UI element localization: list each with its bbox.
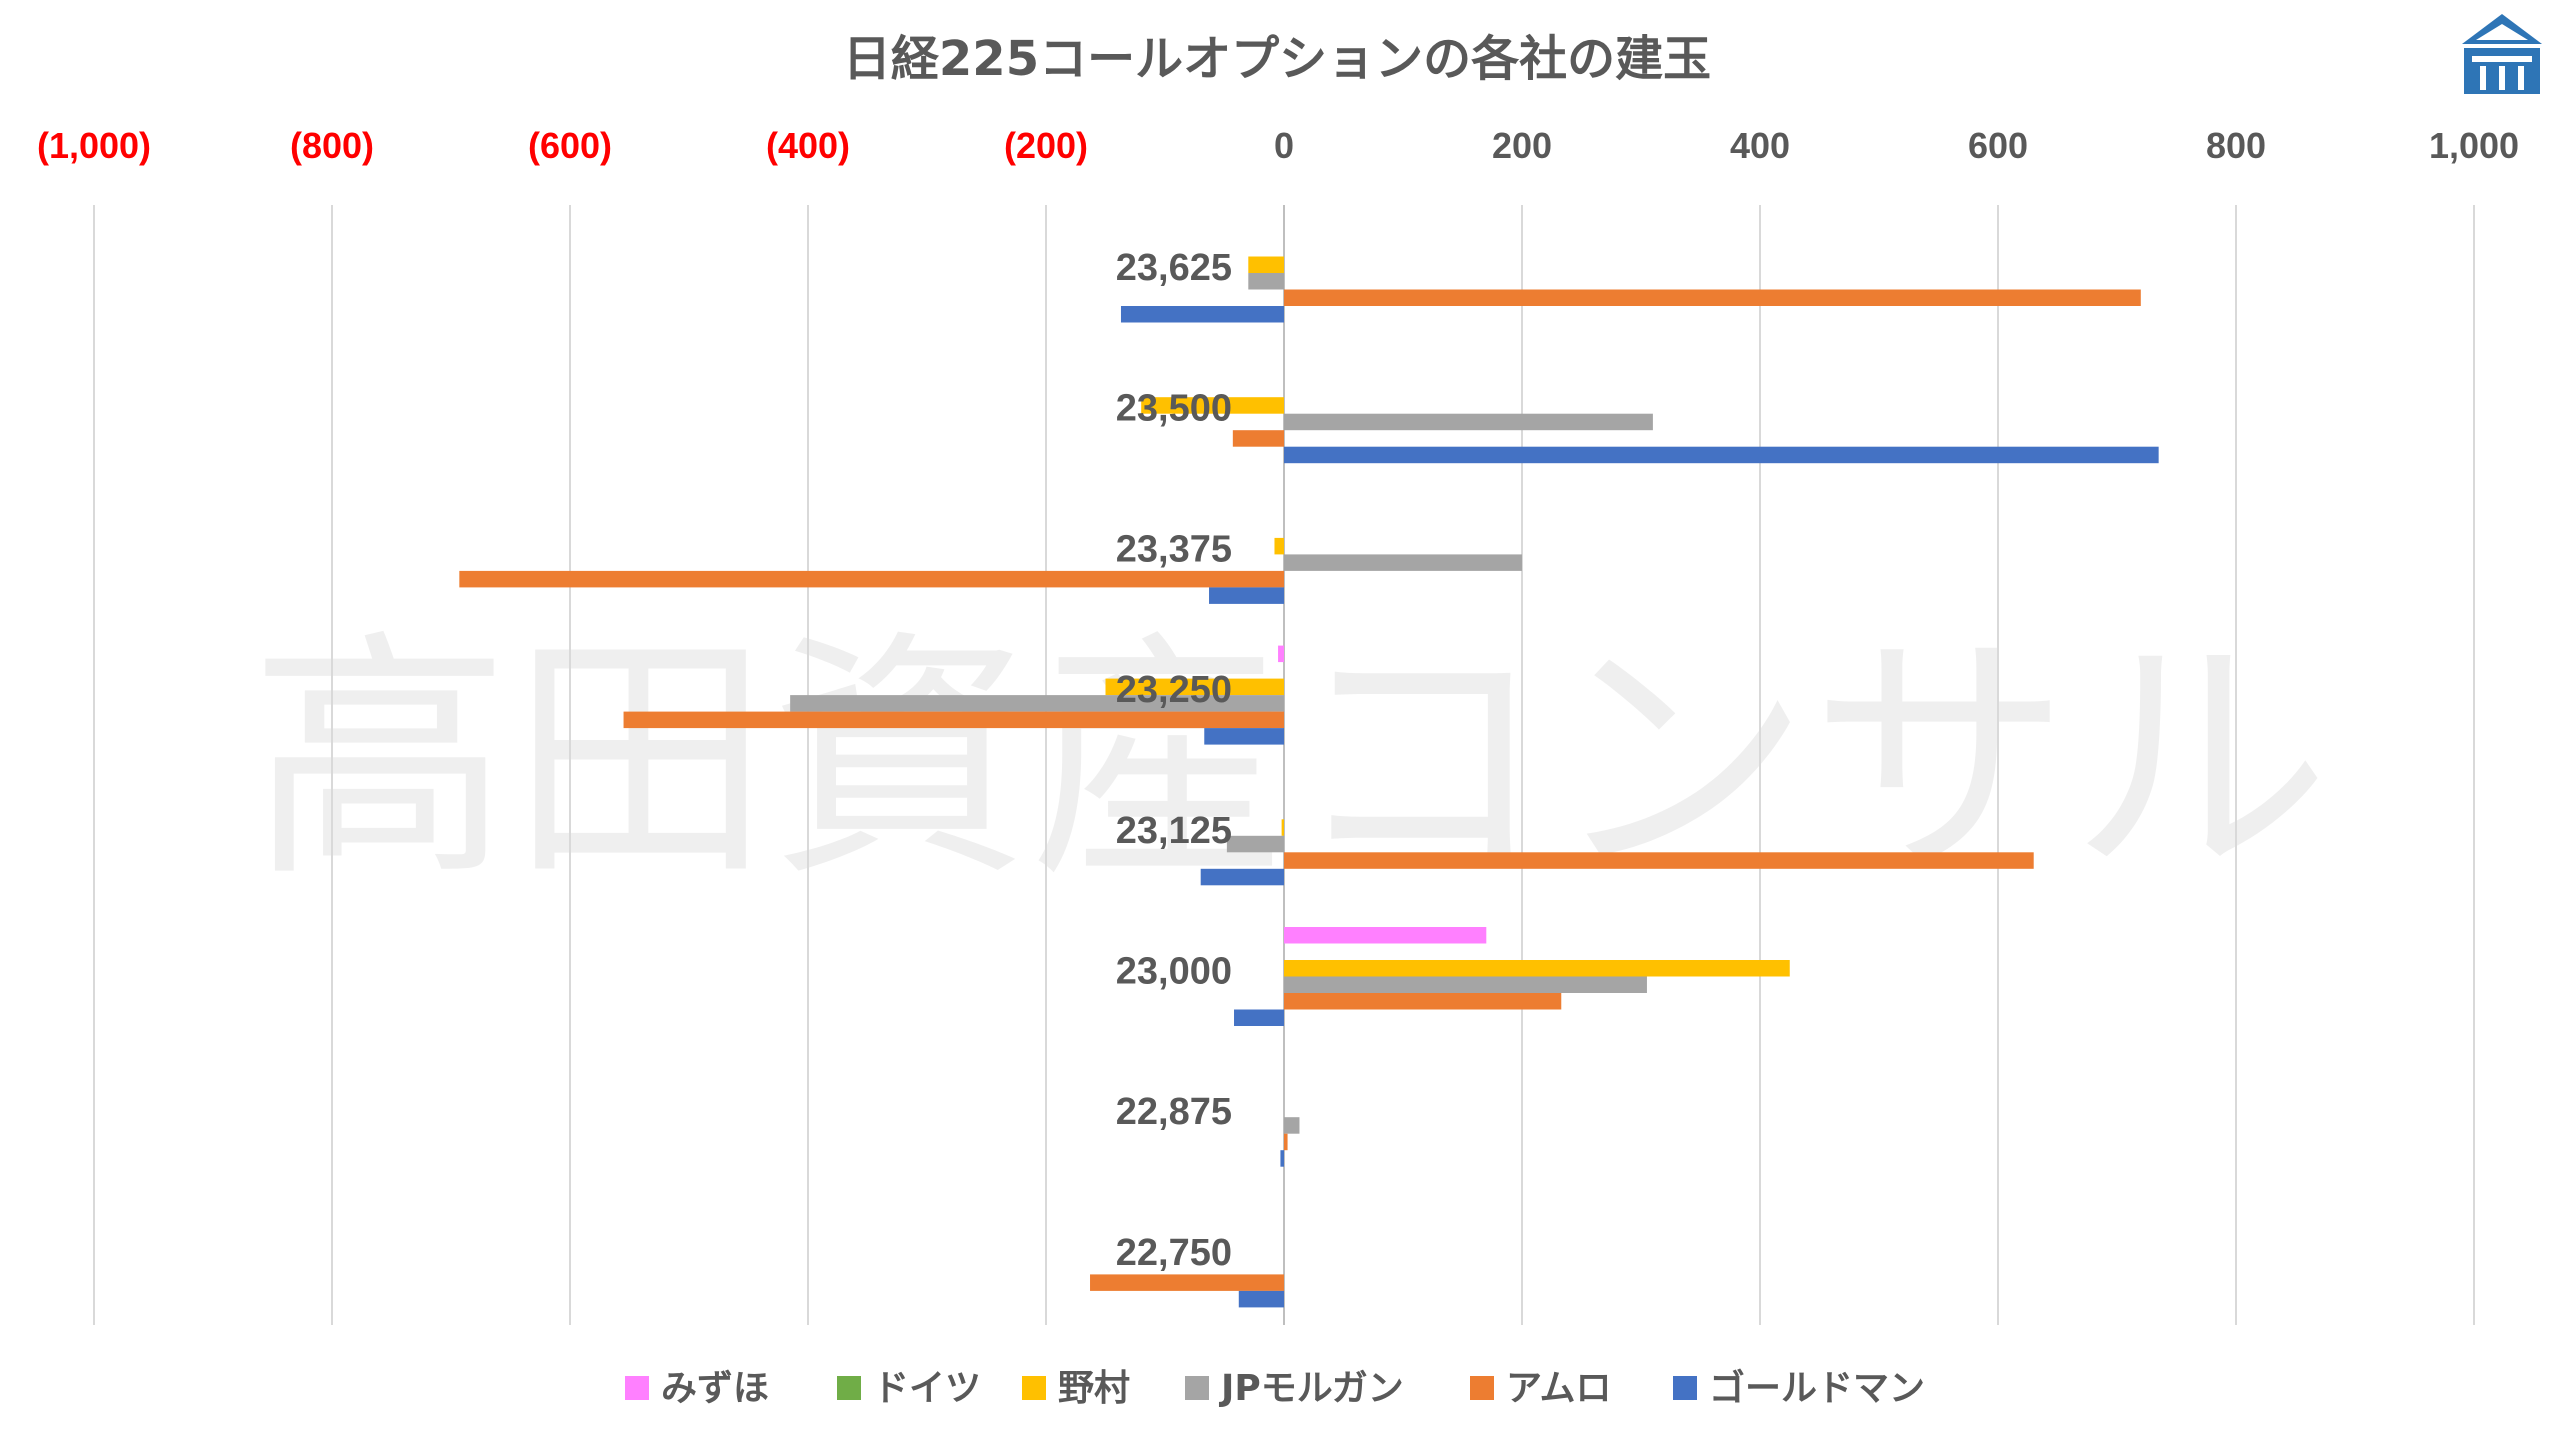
bar (790, 695, 1284, 712)
gridlines (93, 205, 2475, 1325)
chart-title: 日経225コールオプションの各社の建玉 (843, 31, 1711, 87)
bar (1090, 1274, 1284, 1291)
logo-icon (2458, 10, 2546, 98)
legend-swatch (1673, 1376, 1697, 1400)
category-label: 23,125 (1116, 810, 1232, 852)
bar (1284, 1133, 1288, 1151)
bar (1226, 835, 1284, 853)
category-label: 22,875 (1116, 1091, 1232, 1133)
bars (459, 256, 2159, 1308)
bar (1200, 868, 1284, 886)
category-label: 23,625 (1116, 247, 1232, 289)
bar (1284, 976, 1647, 993)
legend-swatch (1185, 1376, 1209, 1400)
bar (623, 711, 1284, 729)
bar (1284, 554, 1522, 571)
x-tick-label: (600) (528, 125, 612, 166)
category-label: 23,000 (1116, 951, 1232, 993)
bar (1284, 993, 1562, 1010)
x-tick-label: 600 (1968, 125, 2028, 166)
category-label: 23,500 (1116, 388, 1232, 430)
bar (1204, 728, 1284, 745)
bar (1284, 289, 2141, 306)
legend-label: ドイツ (873, 1368, 981, 1409)
x-tick-label: (400) (766, 125, 850, 166)
bar (1141, 397, 1284, 414)
legend: みずほ ドイツ 野村 JPモルガン アムロ ゴールドマン (625, 1367, 1925, 1409)
bar (1248, 273, 1284, 290)
bar (1284, 927, 1487, 944)
bar (1209, 587, 1284, 604)
legend-label: みずほ (661, 1368, 769, 1409)
legend-swatch (1470, 1376, 1494, 1400)
bar (1105, 678, 1284, 696)
bar (1232, 430, 1284, 447)
x-axis-tick-labels: (1,000) (800) (600) (400) (200) 0 200 400 600 800… (37, 125, 2519, 166)
x-tick-label: (200) (1004, 125, 1088, 166)
legend-label: アムロ (1506, 1368, 1611, 1409)
x-tick-label: (1,000) (37, 125, 151, 166)
bar (1284, 446, 2159, 464)
x-tick-label: (800) (290, 125, 374, 166)
category-labels: 23,625 23,500 23,375 23,250 23,125 23,000 22,8… (1116, 247, 1232, 1274)
x-tick-label: 0 (1274, 125, 1294, 166)
category-label: 22,750 (1116, 1232, 1232, 1274)
category-label: 23,375 (1116, 528, 1232, 570)
legend-label: ゴールドマン (1709, 1367, 1925, 1409)
bar (1284, 1117, 1300, 1134)
bar (1234, 1009, 1284, 1026)
bar (459, 570, 1285, 588)
bar (1278, 645, 1284, 663)
x-tick-label: 200 (1492, 125, 1552, 166)
legend-swatch (837, 1376, 861, 1400)
bar (1248, 256, 1284, 273)
bar (1284, 852, 2034, 869)
bar (1284, 413, 1653, 431)
x-tick-label: 1,000 (2429, 125, 2519, 166)
legend-label: 野村 (1058, 1368, 1130, 1409)
legend-label: JPモルガン (1218, 1368, 1404, 1409)
bar (1280, 1150, 1284, 1167)
legend-swatch (1022, 1376, 1046, 1400)
x-tick-label: 800 (2206, 125, 2266, 166)
legend-swatch (625, 1376, 649, 1400)
x-tick-label: 400 (1730, 125, 1790, 166)
bar (1284, 960, 1790, 977)
bar (1120, 306, 1284, 323)
bar (1238, 1290, 1284, 1308)
bar (1274, 537, 1284, 555)
bar (1281, 819, 1284, 836)
category-label: 23,250 (1116, 669, 1232, 711)
